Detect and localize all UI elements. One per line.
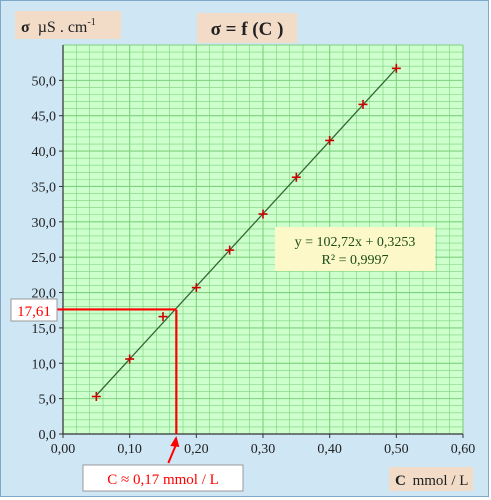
y-annotation-label: 17,61 [17,304,51,320]
y-tick-label: 20,0 [32,287,57,302]
data-point [358,99,368,109]
data-markers [91,63,401,402]
y-tick-label: 10,0 [32,357,57,372]
x-tick-label: 0,30 [251,442,276,457]
y-tick-label: 5,0 [39,393,57,408]
trendline-r2: R² = 0,9997 [322,253,389,268]
x-tick-label: 0,50 [384,442,409,457]
data-point [325,135,335,145]
x-axis-symbol: C [395,473,406,489]
trendline [95,68,397,396]
y-axis-exponent: -1 [87,17,95,28]
data-point [258,209,268,219]
x-annotation-box [82,464,244,492]
x-axis-label: C mmol / L [395,473,468,489]
y-axis-label: σ µS . cm-1 [21,17,96,36]
x-tick-label: 0,20 [184,442,209,457]
y-tick-label: 15,0 [32,322,57,337]
y-tick-label: 25,0 [32,251,57,266]
x-axis-unit: mmol / L [413,473,469,489]
data-point [158,312,168,322]
data-point [391,63,401,73]
y-tick-label: 0,0 [39,428,57,443]
grid [62,44,464,435]
axes [59,45,464,438]
y-annotation-box [10,298,58,322]
data-point [291,172,301,182]
tick-labels: 0,00 0,10 0,20 0,30 0,40 0,50 0,60 0,0 5,0 10,0 15… [32,74,476,457]
x-tick-label: 0,00 [51,442,76,457]
data-point [225,245,235,255]
x-annotation-label: C ≈ 0,17 mmol / L [107,472,219,488]
trendline-line [95,68,397,396]
annotation-arrow-shaft [167,443,178,464]
equation-box [275,227,435,271]
x-tick-label: 0,10 [117,442,142,457]
annotation-arrow-head [170,436,180,447]
x-tick-label: 0,40 [317,442,342,457]
y-tick-label: 35,0 [32,180,57,195]
x-tick-label: 0,60 [451,442,476,457]
y-axis-label-box [15,11,121,39]
annotation [57,308,180,464]
data-point [125,354,135,364]
data-point [91,392,101,402]
y-tick-label: 40,0 [32,145,57,160]
data-point [191,283,201,293]
x-axis-label-box [389,467,473,491]
y-tick-label: 30,0 [32,216,57,231]
title-box [197,13,297,43]
y-tick-label: 50,0 [32,74,57,89]
y-axis-unit: µS . cm [38,19,88,36]
trendline-equation: y = 102,72x + 0,3253 [295,235,416,250]
chart-title: σ = f (C ) [211,19,284,40]
y-tick-label: 45,0 [32,110,57,125]
y-axis-symbol: σ [21,19,30,36]
